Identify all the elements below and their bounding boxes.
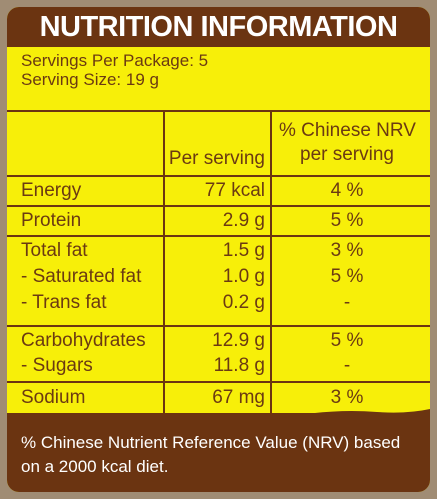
row-label-carbohydrates: Carbohydrates	[21, 330, 146, 351]
row-nrv-sodium: 3 %	[330, 387, 364, 408]
row-value-sugars: 11.8 g	[213, 355, 265, 376]
nutrition-label: NUTRITION INFORMATION Servings Per Packa…	[7, 7, 430, 492]
footnote-text: % Chinese Nutrient Reference Value (NRV)…	[21, 433, 401, 476]
row-nrv-saturated-fat: 5 %	[330, 266, 364, 287]
row-rule-energy	[7, 205, 430, 207]
row-rule-carbs	[7, 381, 430, 383]
row-label-sugars: - Sugars	[21, 355, 93, 376]
row-value-trans-fat: 0.2 g	[222, 292, 265, 313]
header-rule	[7, 175, 430, 177]
row-nrv-sugars: -	[343, 355, 351, 376]
row-value-energy: 77 kcal	[204, 180, 265, 201]
row-nrv-trans-fat: -	[343, 292, 351, 313]
row-rule-protein	[7, 235, 430, 237]
row-value-protein: 2.9 g	[222, 210, 265, 231]
column-divider-1	[163, 111, 165, 413]
header-per-serving: Per serving	[168, 148, 265, 169]
row-nrv-protein: 5 %	[330, 210, 364, 231]
row-label-trans-fat: - Trans fat	[21, 292, 107, 313]
header-nrv-line1: % Chinese NRV	[279, 120, 416, 141]
label-title: NUTRITION INFORMATION	[7, 7, 430, 47]
footnote-bar: % Chinese Nutrient Reference Value (NRV)…	[7, 409, 430, 492]
row-value-total-fat: 1.5 g	[222, 240, 265, 261]
column-divider-2	[270, 111, 272, 413]
row-value-sodium: 67 mg	[212, 387, 265, 408]
row-label-protein: Protein	[21, 210, 82, 231]
row-rule-fat	[7, 325, 430, 327]
row-label-total-fat: Total fat	[21, 240, 88, 261]
row-nrv-total-fat: 3 %	[330, 240, 364, 261]
footer-wave-decoration	[7, 409, 430, 420]
table-top-rule	[7, 110, 430, 112]
row-value-carbohydrates: 12.9 g	[212, 330, 265, 351]
row-nrv-carbohydrates: 5 %	[330, 330, 364, 351]
header-nrv-line2: per serving	[300, 144, 394, 165]
row-label-saturated-fat: - Saturated fat	[21, 266, 142, 287]
servings-per-package: Servings Per Package: 5	[21, 51, 209, 70]
row-label-energy: Energy	[21, 180, 82, 201]
row-label-sodium: Sodium	[21, 387, 86, 408]
serving-size: Serving Size: 19 g	[21, 70, 159, 89]
row-nrv-energy: 4 %	[330, 180, 364, 201]
row-value-saturated-fat: 1.0 g	[222, 266, 265, 287]
